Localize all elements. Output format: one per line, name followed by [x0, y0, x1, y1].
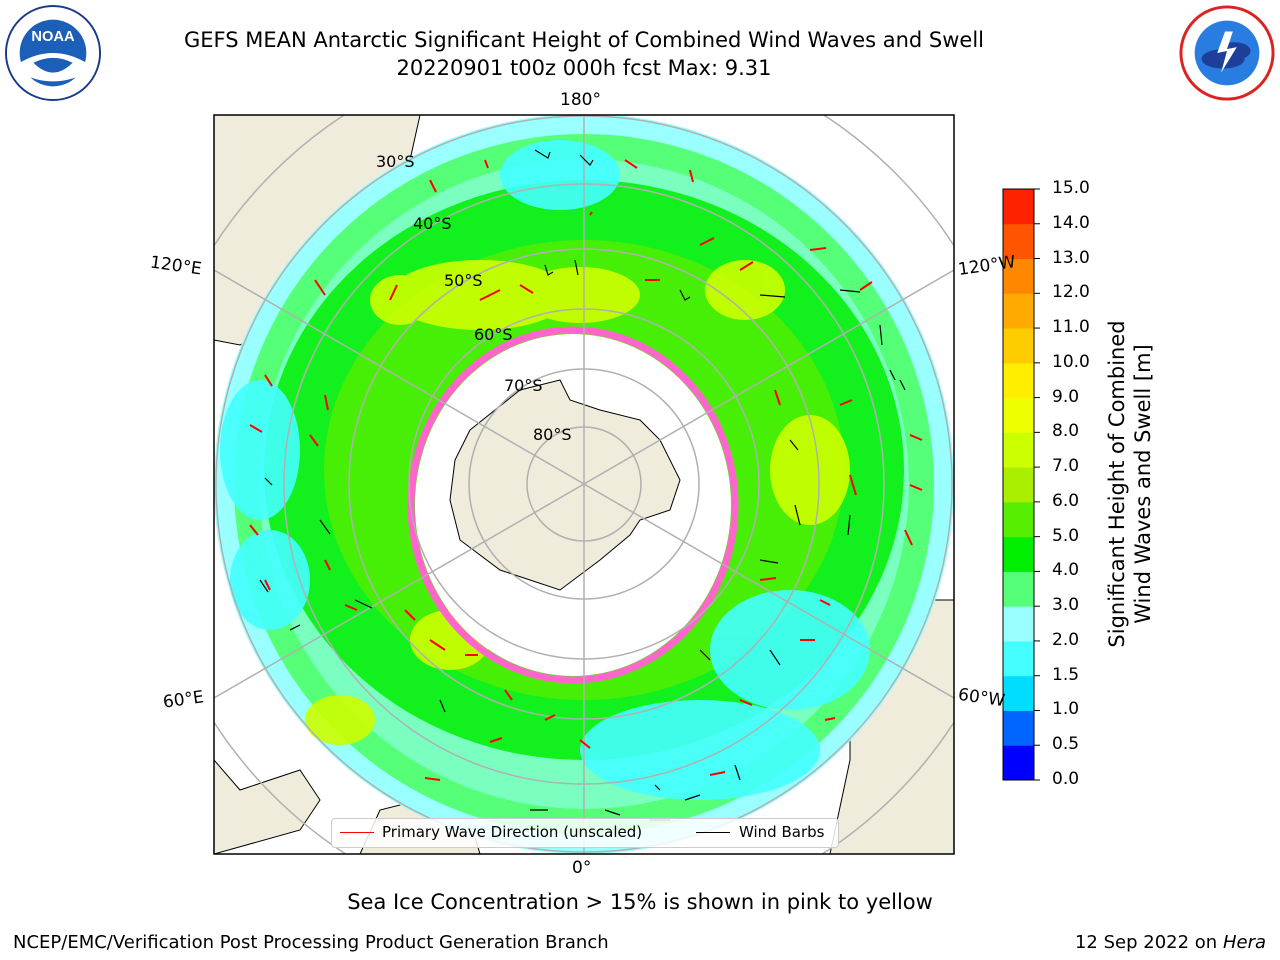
colorbar-tick-label: 1.0 — [1052, 699, 1080, 720]
legend-wave-label: Primary Wave Direction (unscaled) — [382, 823, 643, 841]
colorbar-segment — [1003, 189, 1034, 225]
footer-date-text: 12 Sep 2022 on — [1074, 932, 1218, 953]
colorbar-segment — [1003, 223, 1034, 260]
nws-logo — [1179, 5, 1275, 101]
footer-credit: NCEP/EMC/Verification Post Processing Pr… — [13, 932, 609, 953]
land-antarctica — [449, 379, 681, 591]
colorbar-segment — [1003, 258, 1034, 294]
colorbar-segment — [1003, 710, 1034, 746]
lat-label-60s: 60°S — [474, 325, 513, 344]
colorbar-tick-label: 2.0 — [1052, 629, 1080, 650]
colorbar-label-line1: Significant Height of Combined — [1105, 320, 1129, 648]
colorbar-label: Significant Height of Combined Wind Wave… — [1104, 320, 1156, 647]
lat-label-70s: 70°S — [504, 376, 543, 395]
colorbar-segment — [1003, 432, 1034, 468]
colorbar-tick-label: 12.0 — [1052, 282, 1090, 303]
colorbar-tick-label: 3.0 — [1052, 595, 1080, 616]
lat-label-50s: 50°S — [444, 271, 483, 290]
wave-arrows — [249, 159, 923, 781]
legend-barb-line — [696, 832, 730, 833]
colorbar-tick-label: 0.0 — [1052, 769, 1080, 789]
colorbar-tick-label: 1.5 — [1052, 664, 1080, 685]
footer-host: Hera — [1222, 932, 1266, 953]
footer-date: 12 Sep 2022 on Hera — [1075, 932, 1266, 953]
land-africa — [214, 759, 321, 854]
colorbar-tick-label: 14.0 — [1052, 212, 1090, 233]
colorbar-segment — [1003, 606, 1034, 642]
colorbar-segment — [1003, 571, 1034, 607]
noaa-logo: NOAA — [4, 4, 102, 102]
map-area — [214, 115, 954, 854]
lat-label-40s: 40°S — [413, 214, 452, 233]
lon-label-0: 0° — [572, 858, 592, 878]
colorbar-tick-label: 11.0 — [1052, 317, 1090, 338]
colorbar-segment — [1003, 467, 1034, 503]
colorbar-segment — [1003, 501, 1034, 538]
colorbar-segment — [1003, 362, 1034, 399]
low-wave-zones — [220, 140, 870, 800]
colorbar-segment — [1003, 328, 1034, 364]
map-border — [213, 114, 955, 855]
graticule — [214, 115, 954, 854]
legend-barb-label: Wind Barbs — [739, 823, 825, 841]
colorbar-segment — [1003, 675, 1034, 711]
lat-label-30s: 30°S — [376, 152, 415, 171]
colorbar-segment — [1003, 293, 1034, 329]
sea-ice-note: Sea Ice Concentration > 15% is shown in … — [347, 890, 933, 914]
colorbar-label-line2: Wind Waves and Swell [m] — [1131, 344, 1155, 624]
colorbar-segment — [1003, 640, 1034, 677]
colorbar-segment — [1003, 536, 1034, 572]
chart-title: GEFS MEAN Antarctic Significant Height o… — [183, 28, 985, 52]
map-legend: Primary Wave Direction (unscaled) Wind B… — [331, 818, 839, 848]
colorbar-tick-label: 9.0 — [1052, 386, 1080, 407]
colorbar-tick-label: 8.0 — [1052, 421, 1080, 442]
lat-label-80s: 80°S — [533, 425, 572, 444]
legend-wave-line — [340, 832, 374, 833]
lon-label-180: 180° — [560, 90, 601, 110]
colorbar-border — [1002, 188, 1035, 781]
colorbar-segment — [1003, 745, 1034, 781]
colorbar-tick-label: 5.0 — [1052, 525, 1080, 546]
colorbar-tick-label: 7.0 — [1052, 456, 1080, 477]
noaa-logo-text: NOAA — [31, 29, 75, 45]
colorbar — [1003, 188, 1040, 781]
colorbar-segment — [1003, 397, 1034, 433]
colorbar-tick-label: 15.0 — [1052, 178, 1090, 198]
colorbar-tick-label: 13.0 — [1052, 247, 1090, 268]
wind-barbs — [259, 149, 906, 821]
colorbar-tick-label: 4.0 — [1052, 560, 1080, 581]
colorbar-tick-label: 6.0 — [1052, 490, 1080, 511]
chart-subtitle: 20220901 t00z 000h fcst Max: 9.31 — [396, 56, 772, 80]
colorbar-tick-label: 0.5 — [1052, 734, 1080, 755]
colorbar-tick-label: 10.0 — [1052, 351, 1090, 372]
